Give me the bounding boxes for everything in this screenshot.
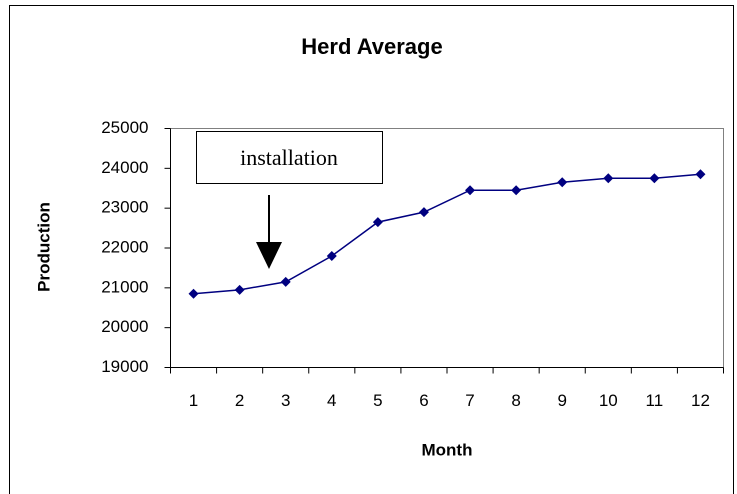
y-tick-label: 23000 (101, 198, 148, 217)
data-point (695, 169, 706, 180)
y-tick-label: 19000 (101, 357, 148, 376)
data-point (372, 217, 383, 228)
data-point (234, 284, 245, 295)
x-tick-label: 5 (373, 391, 382, 410)
y-tick-label: 20000 (101, 317, 148, 336)
data-point (465, 185, 476, 196)
x-tick-label: 3 (281, 391, 290, 410)
x-tick-label: 6 (419, 391, 428, 410)
x-tick-label: 8 (511, 391, 520, 410)
data-point (557, 177, 568, 188)
y-tick-label: 24000 (101, 158, 148, 177)
data-point (188, 288, 199, 299)
x-tick-label: 1 (189, 391, 198, 410)
x-tick-label: 11 (646, 391, 664, 410)
annotation-box (196, 131, 383, 184)
data-point (280, 276, 291, 287)
x-tick-label: 12 (691, 391, 710, 410)
x-tick-label: 7 (465, 391, 474, 410)
chart-frame (9, 5, 734, 494)
y-tick-label: 22000 (101, 237, 148, 256)
x-tick-label: 2 (235, 391, 244, 410)
data-point (326, 250, 337, 261)
chart-title: Herd Average (301, 34, 442, 59)
y-tick-label: 25000 (101, 118, 148, 137)
data-point (603, 173, 614, 184)
y-tick-label: 21000 (101, 277, 148, 296)
annotation-text: installation (240, 145, 338, 170)
x-tick-label: 10 (599, 391, 618, 410)
data-point (649, 173, 660, 184)
y-axis-label: Production (34, 202, 53, 292)
x-axis-label: Month (422, 440, 473, 459)
data-point (511, 185, 522, 196)
series-line (193, 173, 701, 295)
data-point (418, 207, 429, 218)
x-tick-label: 4 (327, 391, 336, 410)
x-tick-label: 9 (557, 391, 566, 410)
annotation-arrow-head (256, 242, 282, 269)
